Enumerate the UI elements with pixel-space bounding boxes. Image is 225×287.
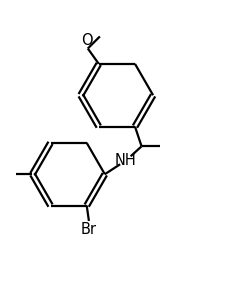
- Text: Br: Br: [81, 222, 97, 237]
- Text: NH: NH: [115, 153, 136, 168]
- Text: O: O: [81, 33, 92, 48]
